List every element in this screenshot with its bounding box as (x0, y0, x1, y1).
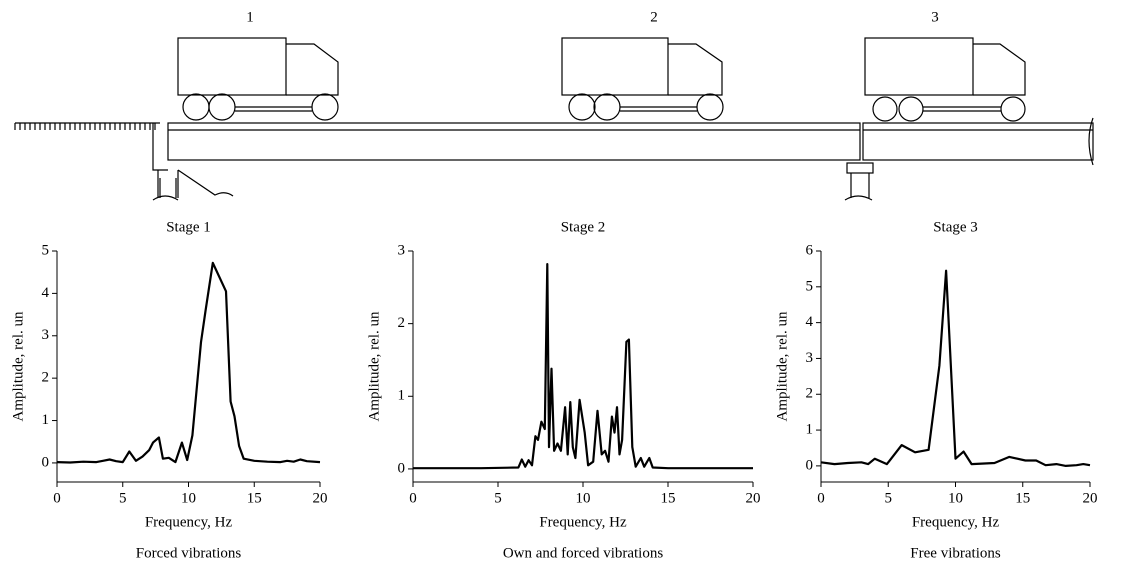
y-tick-label: 4 (806, 314, 814, 330)
caption: Free vibrations (910, 545, 1001, 561)
x-axis-label: Frequency, Hz (145, 514, 233, 530)
data-line (413, 263, 753, 470)
y-tick-label: 2 (398, 315, 406, 331)
y-tick-label: 3 (806, 350, 814, 366)
x-tick-label: 5 (494, 490, 502, 506)
x-tick-label: 0 (409, 490, 417, 506)
y-tick-label: 4 (42, 285, 50, 301)
y-tick-label: 6 (806, 242, 814, 258)
y-axis-label: Amplitude, rel. un (774, 311, 790, 421)
y-tick-label: 2 (42, 370, 50, 386)
stage-number: 2 (650, 9, 658, 25)
y-tick-label: 0 (42, 454, 50, 470)
x-tick-label: 0 (817, 490, 825, 506)
x-tick-label: 0 (53, 490, 61, 506)
truck (177, 37, 339, 121)
y-tick-label: 1 (42, 412, 50, 428)
x-tick-label: 10 (181, 490, 196, 506)
x-tick-label: 5 (885, 490, 893, 506)
caption: Forced vibrations (136, 545, 242, 561)
chart-title: Stage 3 (933, 219, 978, 235)
y-axis-label: Amplitude, rel. un (366, 311, 382, 421)
truck (864, 37, 1026, 122)
y-tick-label: 0 (398, 460, 406, 476)
stage-number: 3 (931, 9, 939, 25)
truck (561, 37, 724, 121)
x-axis-label: Frequency, Hz (912, 514, 1000, 530)
y-tick-label: 3 (398, 242, 406, 258)
bridge-diagram (14, 37, 1094, 201)
y-tick-label: 5 (806, 278, 814, 294)
y-axis-label: Amplitude, rel. un (10, 311, 26, 421)
y-tick-label: 2 (806, 386, 814, 402)
y-tick-label: 3 (42, 327, 50, 343)
x-tick-label: 20 (313, 490, 328, 506)
x-tick-label: 10 (948, 490, 963, 506)
y-tick-label: 0 (806, 457, 814, 473)
data-line (56, 261, 321, 464)
x-tick-label: 5 (119, 490, 127, 506)
stage-number: 1 (246, 9, 254, 25)
y-tick-label: 1 (398, 388, 406, 404)
x-tick-label: 20 (746, 490, 761, 506)
x-tick-label: 15 (661, 490, 676, 506)
chart-title: Stage 1 (166, 219, 211, 235)
x-axis-label: Frequency, Hz (539, 514, 627, 530)
chart-title: Stage 2 (561, 219, 606, 235)
x-tick-label: 15 (247, 490, 262, 506)
x-tick-label: 15 (1015, 490, 1030, 506)
y-tick-label: 5 (42, 242, 50, 258)
x-tick-label: 10 (576, 490, 591, 506)
caption: Own and forced vibrations (503, 545, 664, 561)
x-tick-label: 20 (1083, 490, 1098, 506)
data-line (820, 269, 1091, 467)
y-tick-label: 1 (806, 422, 814, 438)
